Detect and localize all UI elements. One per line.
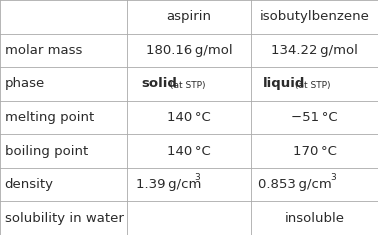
Text: (at STP): (at STP) (295, 81, 330, 90)
Text: 140 °C: 140 °C (167, 145, 211, 158)
Text: boiling point: boiling point (5, 145, 88, 158)
Text: (at STP): (at STP) (170, 81, 206, 90)
Text: 3: 3 (195, 173, 200, 182)
Text: liquid: liquid (263, 77, 305, 90)
Text: phase: phase (5, 77, 45, 90)
Text: isobutylbenzene: isobutylbenzene (260, 10, 370, 23)
Text: density: density (5, 178, 54, 191)
Text: 134.22 g/mol: 134.22 g/mol (271, 44, 358, 57)
Text: solubility in water: solubility in water (5, 212, 123, 225)
Text: insoluble: insoluble (285, 212, 345, 225)
Text: 170 °C: 170 °C (293, 145, 337, 158)
Text: solid: solid (142, 77, 178, 90)
Text: 180.16 g/mol: 180.16 g/mol (146, 44, 232, 57)
Text: melting point: melting point (5, 111, 94, 124)
Text: molar mass: molar mass (5, 44, 82, 57)
Text: 3: 3 (330, 173, 336, 182)
Text: aspirin: aspirin (166, 10, 212, 23)
Text: 0.853 g/cm: 0.853 g/cm (258, 178, 332, 191)
Text: 140 °C: 140 °C (167, 111, 211, 124)
Text: −51 °C: −51 °C (291, 111, 338, 124)
Text: 1.39 g/cm: 1.39 g/cm (136, 178, 201, 191)
